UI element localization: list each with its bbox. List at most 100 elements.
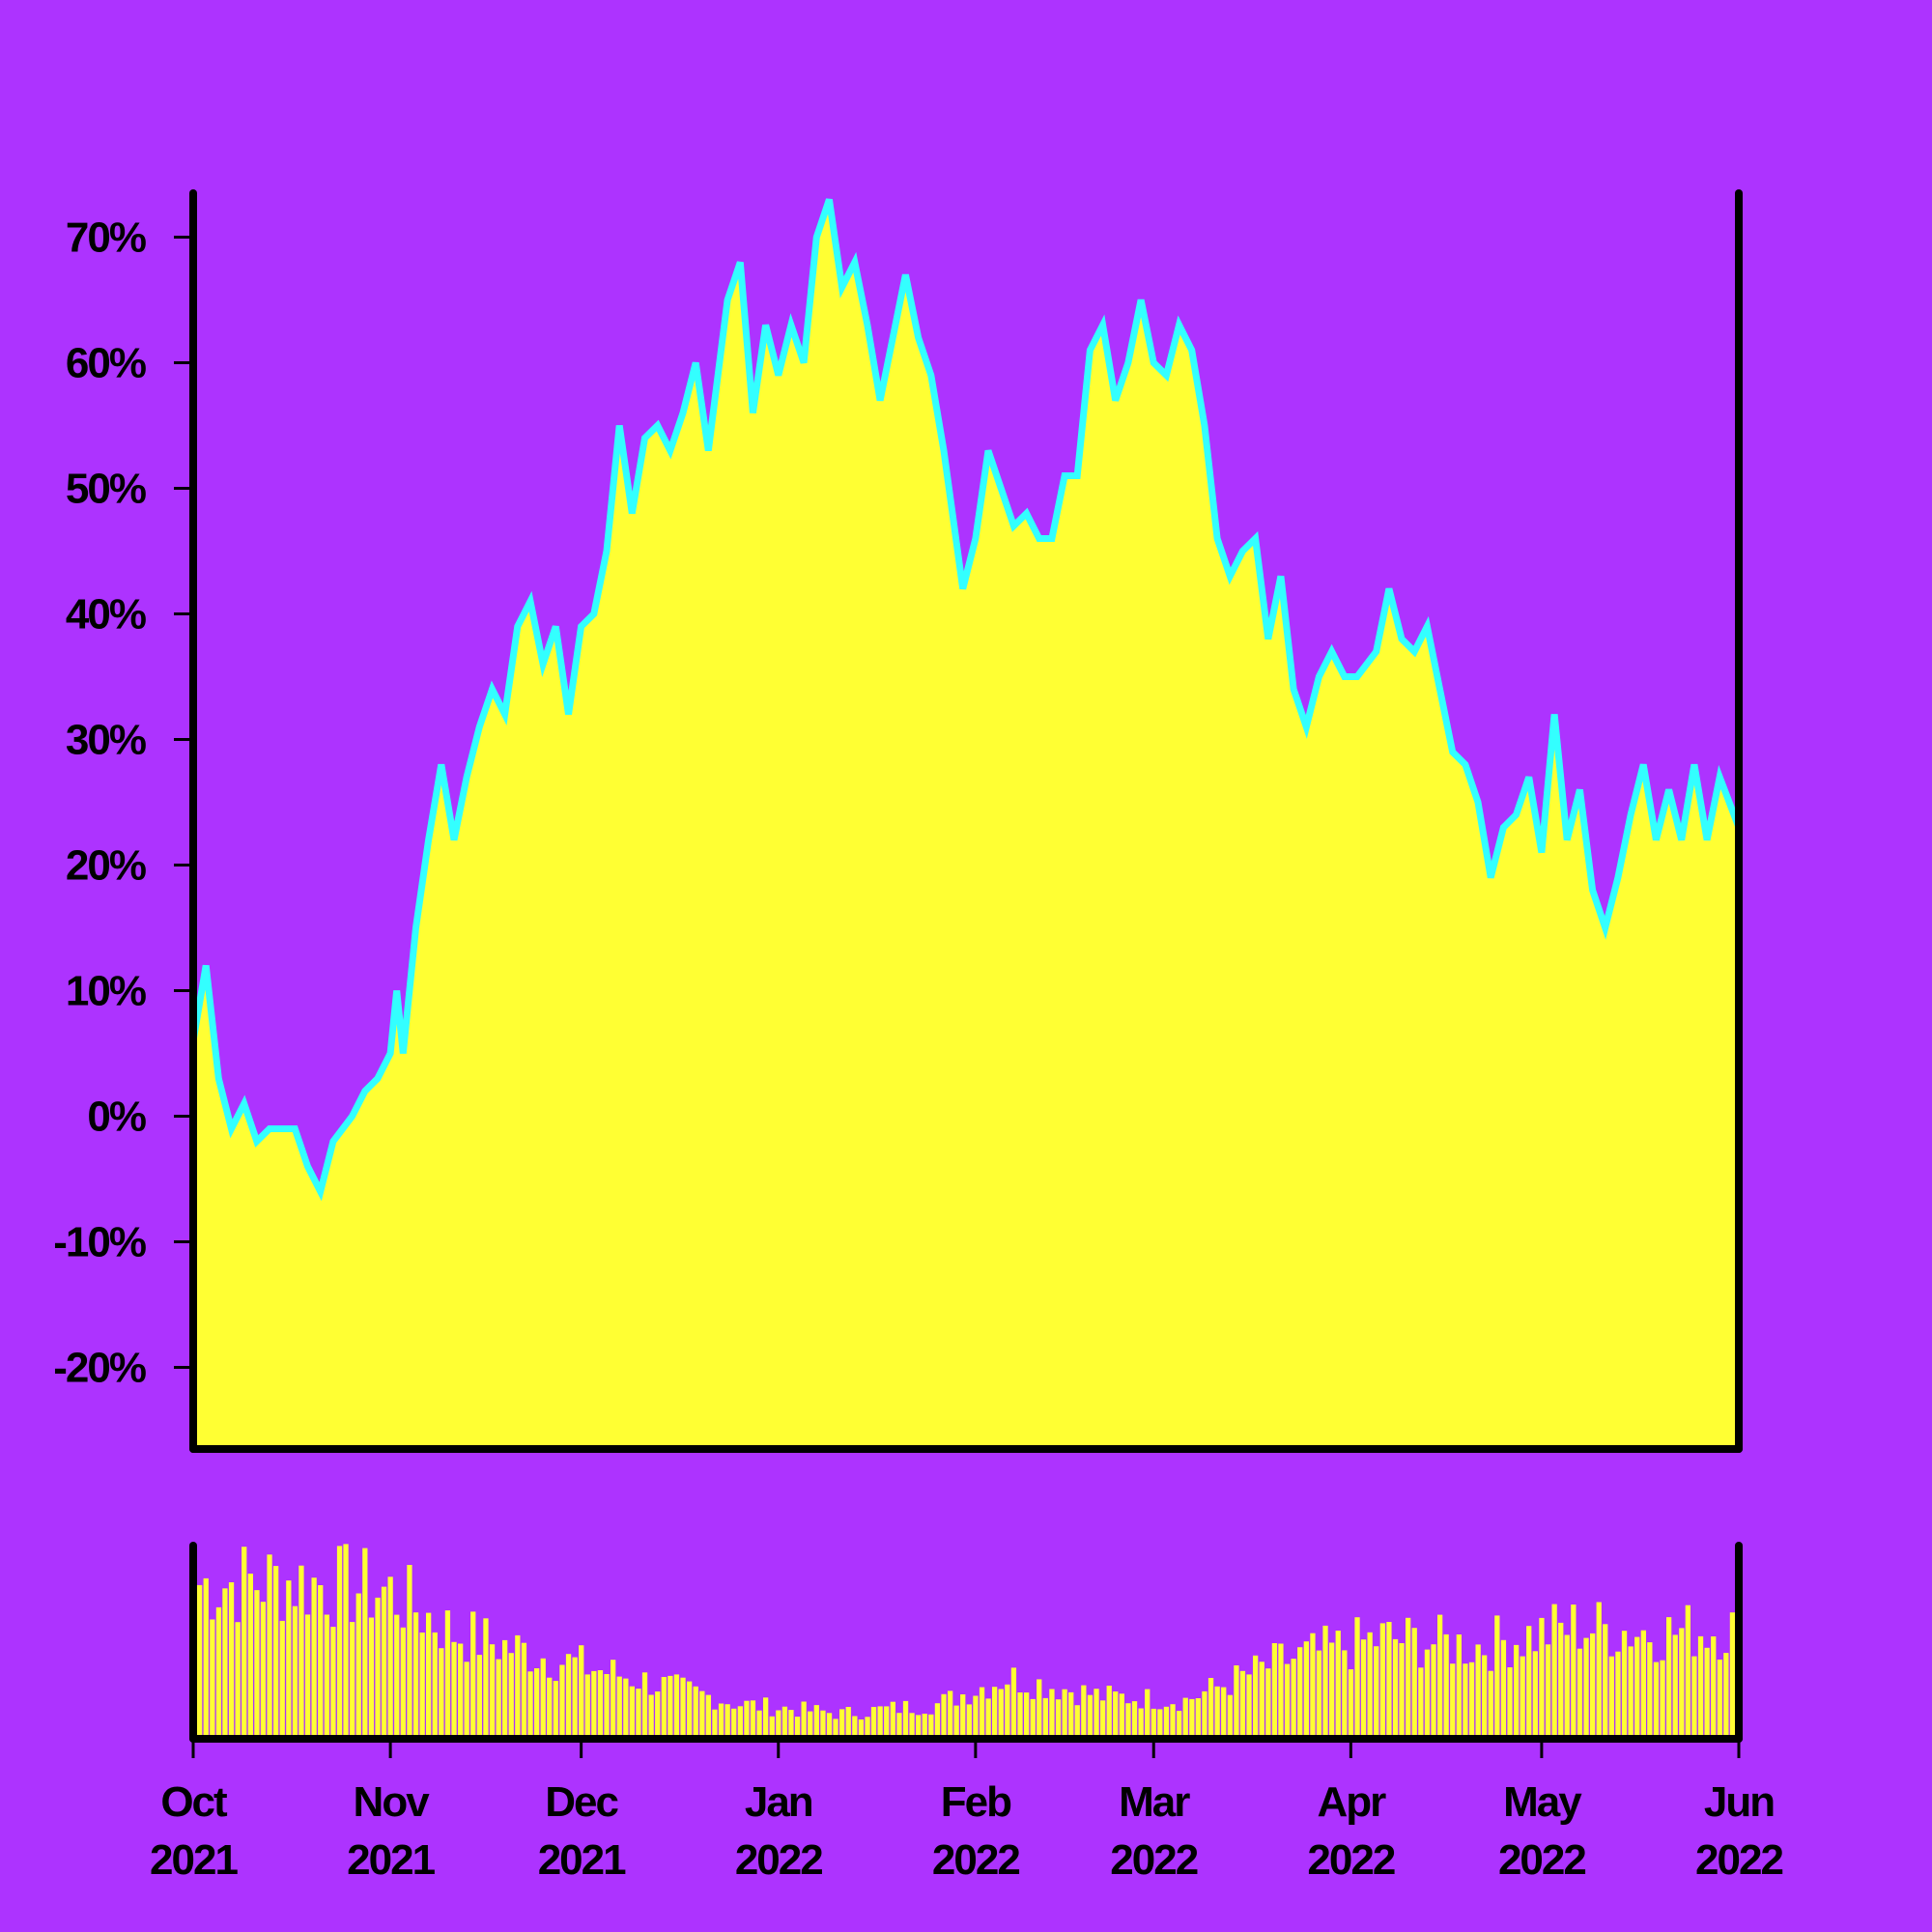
volume-bar <box>858 1719 865 1739</box>
volume-bar <box>1603 1624 1608 1739</box>
volume-bar <box>1227 1694 1233 1739</box>
volume-bar <box>1049 1689 1055 1739</box>
volume-bar <box>718 1703 724 1739</box>
y-tick-label: 20% <box>66 842 146 890</box>
volume-bar <box>1195 1698 1201 1739</box>
volume-bar <box>324 1614 329 1739</box>
volume-bar <box>1329 1642 1335 1739</box>
volume-bar <box>311 1577 317 1739</box>
volume-bar <box>1532 1651 1538 1739</box>
volume-bar <box>808 1711 813 1739</box>
volume-bar <box>1468 1662 1475 1739</box>
volume-bar <box>1711 1636 1717 1739</box>
volume-bar <box>1310 1633 1316 1739</box>
volume-bar <box>1291 1659 1296 1739</box>
volume-bar <box>336 1546 343 1739</box>
volume-bar <box>298 1565 304 1739</box>
volume-bar <box>1437 1614 1443 1739</box>
volume-bar <box>629 1686 635 1739</box>
volume-bar <box>1221 1687 1227 1739</box>
volume-bar <box>254 1590 260 1739</box>
volume-bar <box>470 1611 476 1739</box>
volume-bar <box>648 1694 654 1739</box>
volume-bar <box>604 1674 610 1739</box>
volume-bar <box>1431 1644 1436 1739</box>
volume-bar <box>1106 1686 1112 1739</box>
volume-bar <box>661 1677 667 1739</box>
volume-bar <box>960 1694 966 1739</box>
volume-bar <box>439 1648 444 1739</box>
volume-bar <box>1418 1667 1424 1739</box>
volume-bar <box>292 1605 298 1739</box>
volume-bar <box>693 1686 698 1739</box>
x-tick-label-month: Dec <box>545 1778 618 1826</box>
x-tick-label-year: 2022 <box>1110 1836 1197 1884</box>
volume-bar <box>1214 1686 1220 1739</box>
volume-bar <box>222 1588 228 1739</box>
percent-change-plot <box>189 198 1743 1449</box>
volume-bar <box>362 1548 368 1739</box>
volume-bar <box>458 1643 464 1739</box>
volume-bar <box>1100 1700 1106 1739</box>
volume-bar <box>1482 1655 1488 1739</box>
volume-bar <box>1691 1656 1697 1739</box>
volume-bar <box>611 1660 616 1739</box>
volume-bar <box>1640 1630 1646 1739</box>
volume-bar <box>641 1672 648 1739</box>
volume-bar <box>769 1716 775 1739</box>
volume-bar <box>1653 1662 1660 1739</box>
volume-bar <box>197 1584 203 1739</box>
volume-bar <box>508 1653 514 1739</box>
x-tick-label-year: 2021 <box>150 1836 238 1884</box>
volume-bar <box>381 1586 387 1739</box>
volume-bar <box>1507 1667 1513 1739</box>
volume-bar <box>1704 1647 1710 1739</box>
volume-bar <box>1488 1670 1493 1739</box>
volume-bar <box>636 1689 641 1739</box>
volume-bar <box>712 1709 718 1739</box>
volume-bar <box>896 1713 902 1739</box>
volume-bar <box>826 1713 833 1739</box>
x-tick-label-month: Feb <box>941 1778 1011 1826</box>
volume-bar <box>1399 1643 1405 1739</box>
x-tick-label-year: 2022 <box>932 1836 1019 1884</box>
volume-bar <box>483 1618 489 1739</box>
volume-bar <box>1514 1644 1520 1739</box>
volume-bar <box>247 1574 253 1739</box>
volume-bar <box>941 1693 947 1739</box>
volume-bar <box>1590 1633 1596 1739</box>
volume-bar <box>877 1706 883 1739</box>
volume-bar <box>1189 1698 1195 1739</box>
volume-bar <box>1672 1634 1678 1739</box>
volume-bar <box>464 1662 469 1739</box>
volume-bar <box>540 1658 546 1739</box>
volume-bar <box>1717 1660 1722 1739</box>
y-tick-label: -20% <box>53 1345 146 1392</box>
volume-bar <box>279 1620 285 1739</box>
volume-bar <box>1303 1641 1309 1739</box>
volume-bar <box>1424 1649 1431 1739</box>
volume-bar <box>623 1678 629 1739</box>
x-tick-label-month: Jun <box>1704 1778 1774 1826</box>
volume-bar <box>756 1710 762 1739</box>
volume-bar <box>330 1627 336 1739</box>
volume-bar <box>973 1695 979 1739</box>
volume-bar <box>1316 1650 1322 1739</box>
volume-bar <box>1666 1617 1672 1739</box>
volume-bar <box>1608 1656 1614 1739</box>
volume-bar <box>1239 1670 1246 1739</box>
y-tick-label: 60% <box>66 340 146 387</box>
volume-bar <box>884 1706 890 1739</box>
volume-bar <box>1017 1692 1023 1739</box>
volume-bar <box>1138 1708 1144 1739</box>
volume-bar <box>1037 1679 1042 1739</box>
volume-bar <box>1010 1667 1017 1739</box>
volume-bar <box>1335 1631 1341 1739</box>
volume-bar <box>687 1681 693 1739</box>
volume-bar <box>350 1622 355 1739</box>
volume-bar <box>737 1706 743 1739</box>
volume-bar <box>534 1668 540 1739</box>
volume-bar <box>1087 1694 1094 1739</box>
volume-bar <box>655 1691 661 1739</box>
volume-bar <box>1697 1635 1704 1739</box>
